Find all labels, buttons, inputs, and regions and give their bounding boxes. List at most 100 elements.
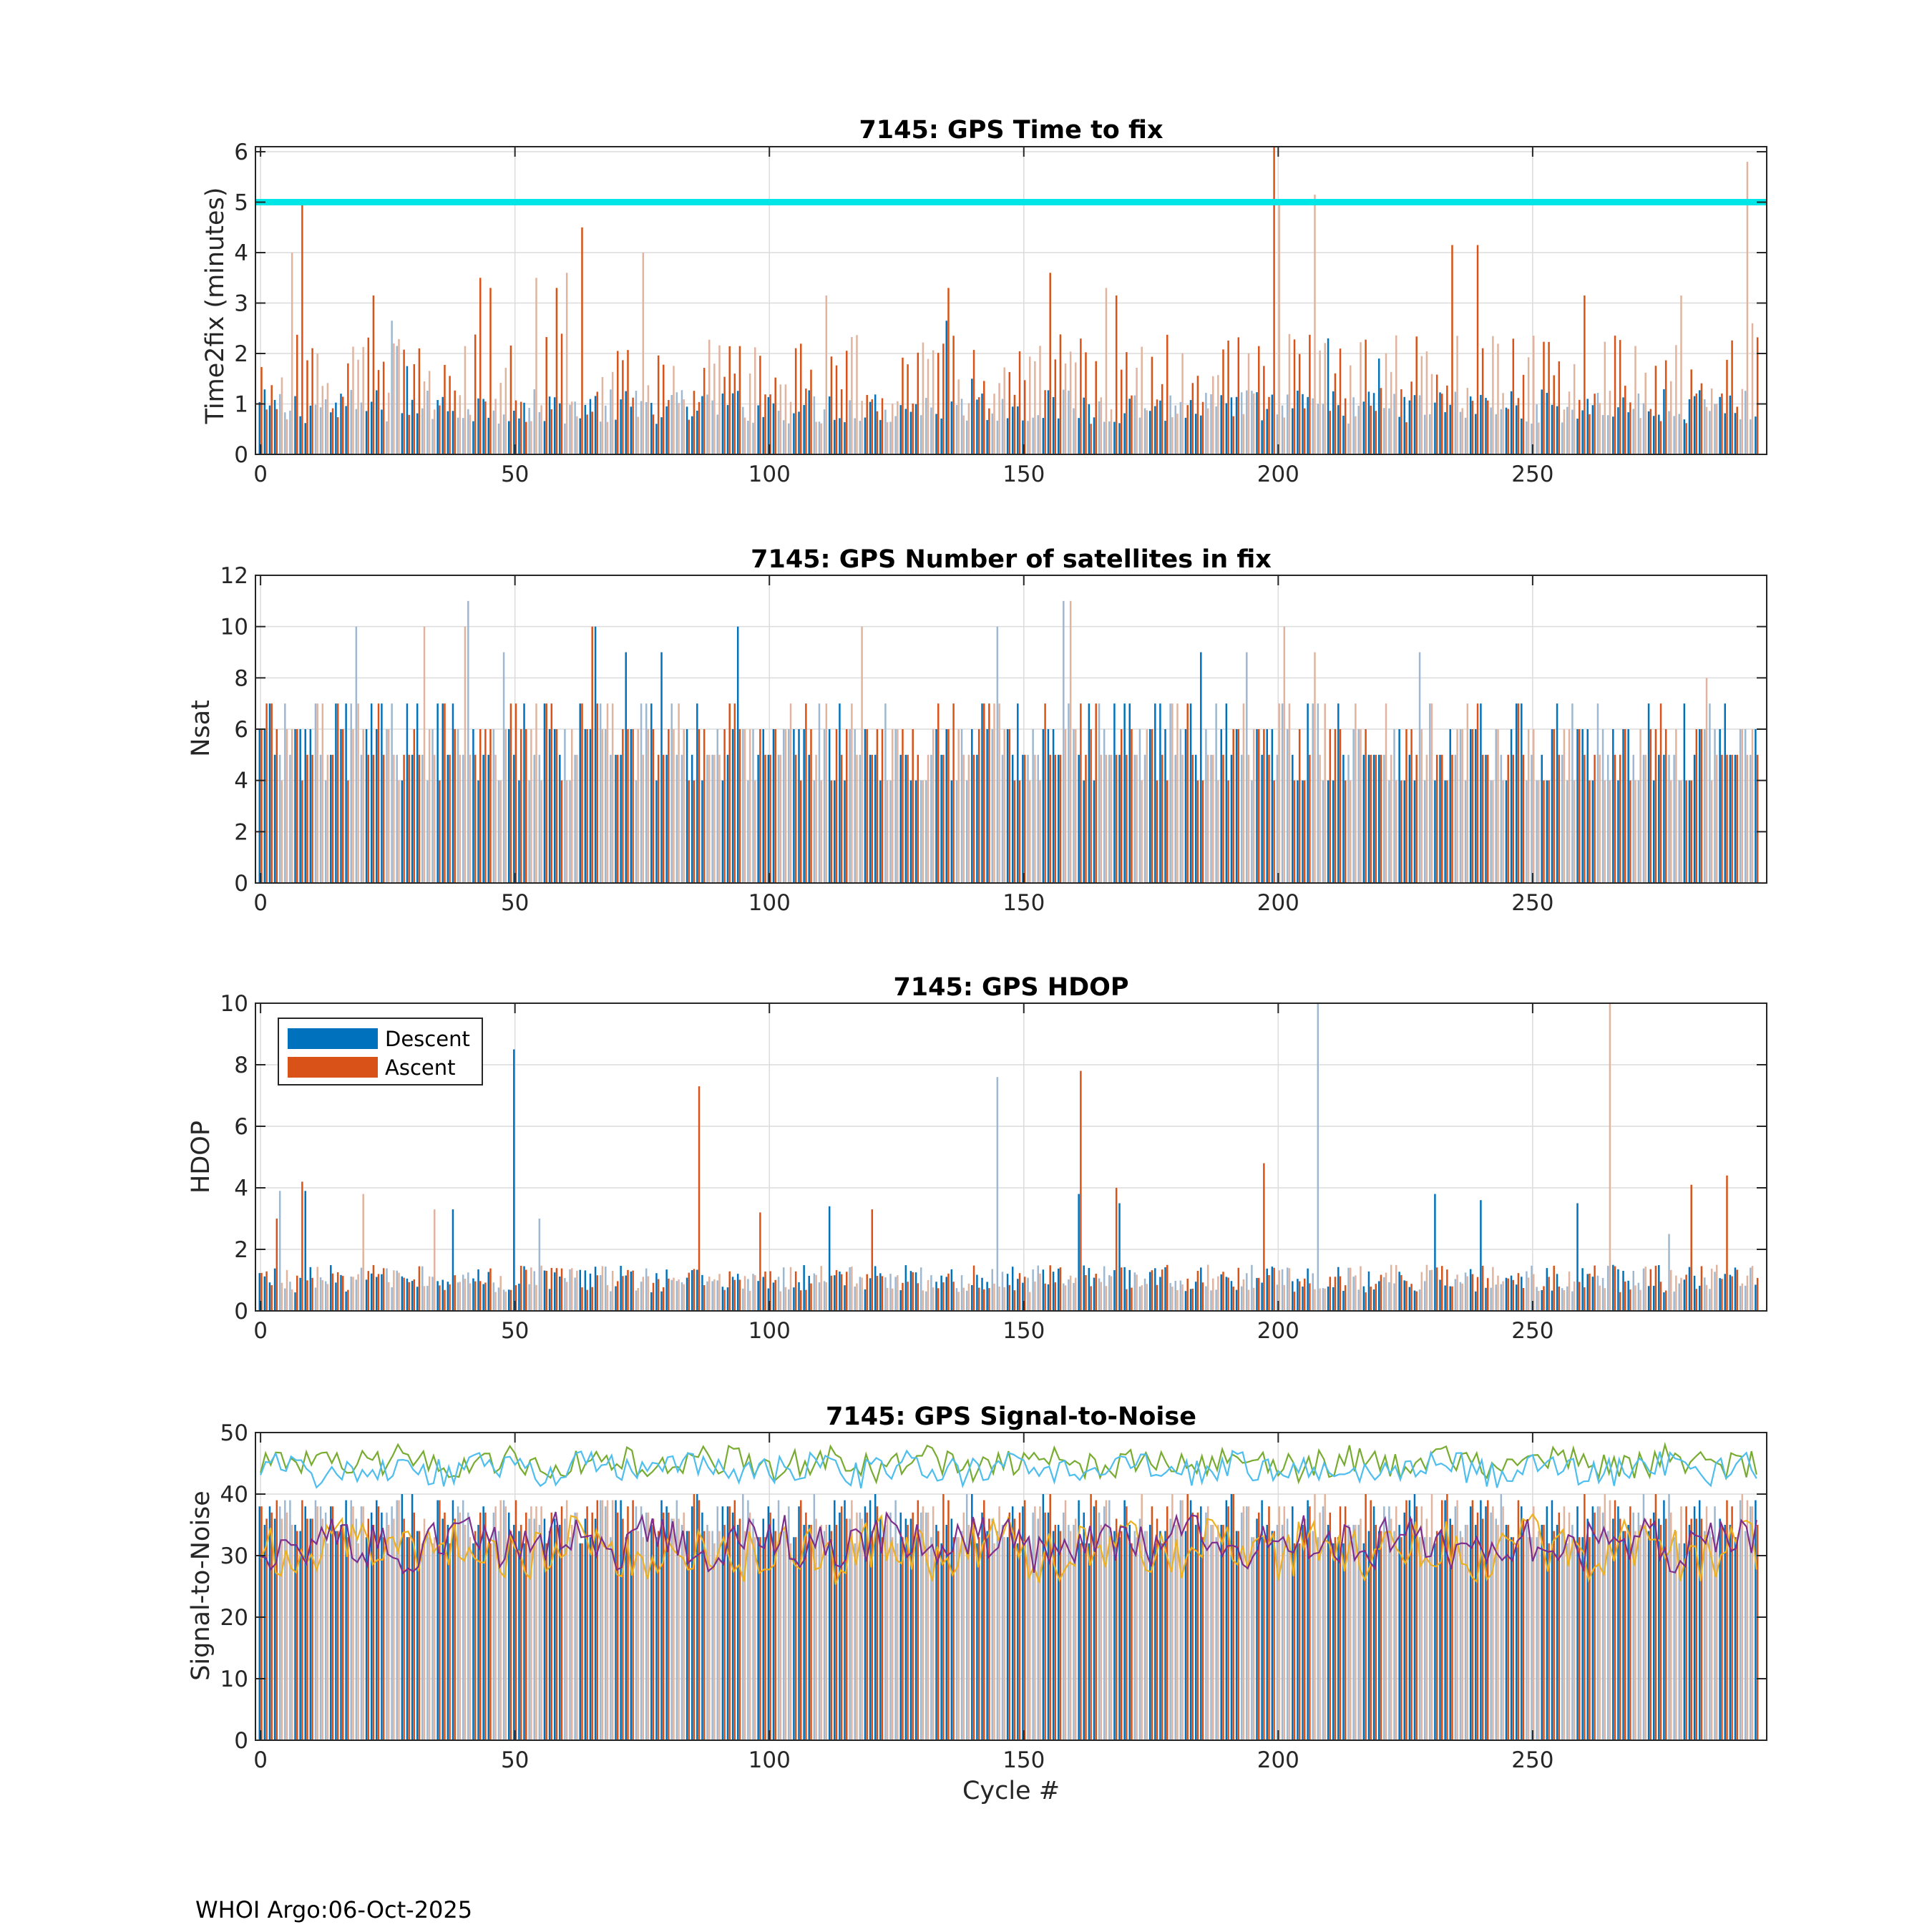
bar-ascent-261 bbox=[1589, 780, 1591, 883]
bar-ascent-227 bbox=[1415, 754, 1418, 883]
bar-ascent-46 bbox=[494, 399, 497, 454]
bar-descent-220 bbox=[1377, 358, 1380, 454]
bar-ascent-179 bbox=[1171, 1287, 1174, 1311]
bar-ascent-196 bbox=[1258, 729, 1260, 883]
bar-descent-279 bbox=[1678, 414, 1680, 454]
bar-descent-19 bbox=[355, 1279, 358, 1311]
bar-descent-139 bbox=[965, 420, 968, 454]
bar-ascent-204 bbox=[1298, 1543, 1301, 1740]
bar-ascent-132 bbox=[932, 350, 935, 454]
bar-descent-88 bbox=[706, 1281, 708, 1311]
bar-descent-120 bbox=[869, 1500, 872, 1740]
bar-descent-70 bbox=[615, 419, 617, 454]
bar-ascent-29 bbox=[408, 754, 410, 883]
bar-ascent-146 bbox=[1003, 367, 1005, 454]
bar-descent-138 bbox=[960, 1531, 963, 1740]
bar-ascent-174 bbox=[1146, 1284, 1148, 1311]
bar-ascent-89 bbox=[713, 364, 716, 454]
bar-ascent-138 bbox=[962, 415, 965, 454]
bar-descent-74 bbox=[635, 391, 638, 454]
bar-ascent-245 bbox=[1507, 754, 1509, 883]
bar-descent-2 bbox=[268, 1282, 271, 1311]
bar-descent-277 bbox=[1668, 754, 1670, 883]
bar-ascent-106 bbox=[800, 780, 802, 883]
bar-ascent-92 bbox=[728, 1271, 731, 1311]
bar-ascent-261 bbox=[1589, 1537, 1591, 1740]
bar-descent-14 bbox=[330, 1506, 332, 1740]
bar-ascent-191 bbox=[1232, 729, 1234, 883]
bar-ascent-200 bbox=[1278, 1270, 1280, 1311]
bar-ascent-118 bbox=[861, 1518, 863, 1740]
bar-descent-38 bbox=[452, 1500, 454, 1740]
bar-descent-42 bbox=[472, 729, 474, 883]
bar-ascent-18 bbox=[352, 729, 354, 883]
bar-descent-15 bbox=[335, 703, 337, 883]
bar-descent-169 bbox=[1118, 1537, 1121, 1740]
bar-ascent-132 bbox=[932, 1287, 935, 1311]
bar-ascent-161 bbox=[1080, 1070, 1082, 1311]
bar-descent-236 bbox=[1459, 1282, 1462, 1311]
bar-ascent-62 bbox=[576, 754, 578, 883]
bar-ascent-280 bbox=[1685, 1506, 1687, 1740]
bar-ascent-29 bbox=[408, 414, 410, 454]
bar-ascent-39 bbox=[459, 1282, 462, 1311]
bar-ascent-85 bbox=[693, 1269, 696, 1311]
bar-descent-7 bbox=[294, 396, 296, 454]
bar-descent-123 bbox=[884, 703, 887, 883]
bar-ascent-105 bbox=[794, 754, 797, 883]
bar-ascent-74 bbox=[637, 729, 639, 883]
bar-ascent-267 bbox=[1619, 1292, 1621, 1311]
bar-ascent-51 bbox=[519, 729, 522, 883]
bar-descent-231 bbox=[1434, 402, 1436, 454]
bar-descent-106 bbox=[798, 1282, 800, 1311]
bar-descent-75 bbox=[640, 401, 643, 454]
bar-descent-45 bbox=[487, 1543, 489, 1740]
bar-ascent-244 bbox=[1502, 1281, 1504, 1311]
bar-descent-220 bbox=[1377, 754, 1380, 883]
bar-ascent-95 bbox=[743, 729, 746, 883]
bar-ascent-70 bbox=[617, 351, 619, 454]
bar-descent-132 bbox=[930, 754, 932, 883]
bar-ascent-95 bbox=[743, 417, 746, 454]
bar-descent-129 bbox=[914, 1537, 917, 1740]
bar-ascent-145 bbox=[998, 1506, 1000, 1740]
bar-ascent-211 bbox=[1334, 373, 1337, 454]
bar-ascent-243 bbox=[1497, 1525, 1499, 1740]
bar-ascent-44 bbox=[484, 401, 487, 454]
bar-ascent-130 bbox=[922, 1506, 924, 1740]
title-snr: 7145: GPS Signal-to-Noise bbox=[826, 1402, 1196, 1431]
bar-ascent-145 bbox=[998, 703, 1000, 883]
bar-ascent-73 bbox=[632, 1270, 634, 1311]
bar-ascent-97 bbox=[754, 780, 756, 883]
bar-ascent-123 bbox=[886, 1287, 889, 1311]
bar-descent-240 bbox=[1480, 703, 1482, 883]
bar-descent-43 bbox=[477, 780, 479, 883]
bar-descent-211 bbox=[1332, 391, 1335, 454]
bar-descent-184 bbox=[1194, 1282, 1197, 1311]
bar-descent-52 bbox=[523, 703, 525, 883]
bar-ascent-288 bbox=[1726, 359, 1728, 454]
bar-descent-292 bbox=[1744, 1285, 1747, 1311]
bar-ascent-148 bbox=[1013, 394, 1016, 454]
bar-descent-248 bbox=[1521, 418, 1523, 454]
bar-ascent-37 bbox=[449, 1284, 451, 1311]
bar-descent-165 bbox=[1098, 1512, 1101, 1740]
bar-descent-221 bbox=[1383, 1506, 1385, 1740]
bar-ascent-77 bbox=[652, 1282, 655, 1311]
bar-descent-288 bbox=[1724, 1274, 1726, 1311]
bar-descent-150 bbox=[1022, 754, 1024, 883]
bar-descent-180 bbox=[1174, 1525, 1176, 1740]
bar-descent-7 bbox=[294, 1525, 296, 1740]
bar-ascent-164 bbox=[1095, 703, 1097, 883]
bar-ascent-262 bbox=[1594, 754, 1596, 883]
bar-ascent-249 bbox=[1527, 1277, 1530, 1311]
bar-ascent-7 bbox=[296, 1531, 298, 1740]
bar-ascent-160 bbox=[1075, 729, 1077, 883]
bar-ascent-58 bbox=[555, 1525, 558, 1740]
bar-ascent-270 bbox=[1634, 1285, 1636, 1311]
bar-descent-229 bbox=[1423, 1281, 1426, 1311]
bar-descent-183 bbox=[1189, 703, 1192, 883]
bar-ascent-133 bbox=[937, 353, 940, 454]
bar-ascent-148 bbox=[1013, 1290, 1016, 1311]
bar-ascent-81 bbox=[673, 729, 675, 883]
